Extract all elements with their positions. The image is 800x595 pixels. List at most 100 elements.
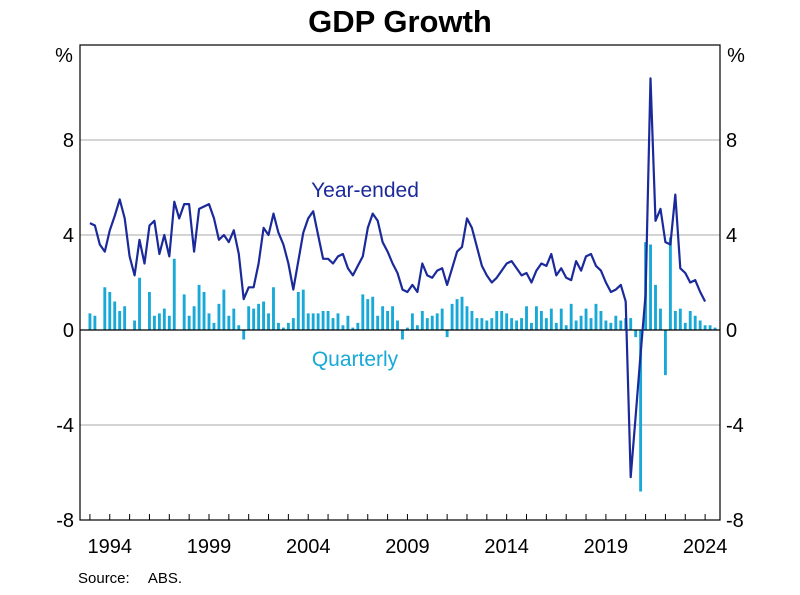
quarterly-bar (485, 320, 489, 330)
quarterly-bar (262, 301, 266, 330)
quarterly-bar (559, 308, 563, 330)
quarterly-bar (192, 306, 196, 330)
x-tick-label: 1999 (187, 536, 232, 558)
quarterly-bar (530, 322, 533, 330)
quarterly-bar (614, 315, 618, 330)
year-ended-series-label: Year-ended (311, 179, 419, 202)
quarterly-bar (683, 322, 687, 330)
quarterly-bar (430, 315, 434, 330)
quarterly-bar (505, 313, 509, 330)
source-value: ABS. (147, 570, 183, 587)
quarterly-bar (381, 306, 385, 330)
quarterly-bar (673, 311, 677, 330)
quarterly-bar (604, 320, 608, 330)
quarterly-bar (668, 237, 672, 330)
quarterly-bar (386, 311, 390, 330)
quarterly-bar (356, 322, 360, 330)
quarterly-bar (242, 330, 246, 340)
quarterly-bar (152, 315, 156, 330)
quarterly-bar (693, 315, 697, 330)
quarterly-bar (510, 318, 514, 330)
y-axis-unit-right: % (727, 45, 745, 67)
quarterly-bar (291, 318, 295, 330)
quarterly-bar (207, 313, 211, 330)
quarterly-bar (108, 292, 112, 330)
quarterly-bar (564, 325, 568, 330)
quarterly-bar (639, 330, 643, 492)
x-tick-label: 2024 (683, 536, 728, 558)
quarterly-bar (490, 318, 494, 330)
quarterly-bar (227, 315, 231, 330)
quarterly-bar (103, 287, 107, 330)
chart-title: GDP Growth (308, 4, 492, 39)
quarterly-bar (634, 330, 638, 338)
x-tick-label: 2019 (584, 536, 629, 558)
quarterly-bar (277, 322, 280, 330)
quarterly-bar (257, 303, 261, 330)
quarterly-bar (500, 311, 504, 330)
quarterly-bar (554, 322, 558, 330)
quarterly-bar (172, 258, 176, 330)
quarterly-bar (286, 322, 290, 330)
quarterly-bar (346, 315, 350, 330)
quarterly-bar (311, 313, 315, 330)
gridlines (80, 139, 720, 426)
quarterly-bar (688, 311, 692, 330)
quarterly-bar (455, 299, 459, 330)
y-tick-label-right: 8 (726, 130, 737, 152)
quarterly-bar (321, 311, 325, 330)
quarterly-bar (619, 320, 623, 330)
quarterly-bar (396, 320, 399, 330)
quarterly-bar (247, 306, 251, 330)
x-axis-labels: 1994 1999 2004 2009 2014 2019 2024 (88, 536, 728, 558)
quarterly-bar (361, 294, 365, 330)
plot-frame (79, 44, 721, 521)
quarterly-bar (425, 318, 429, 330)
quarterly-bar (406, 327, 409, 330)
quarterly-bar (415, 325, 419, 330)
quarterly-bar (296, 292, 300, 330)
y-tick-label-right: 0 (726, 320, 737, 342)
y-axis-unit-left: % (55, 45, 73, 67)
quarterly-bar (133, 320, 137, 330)
quarterly-bar (589, 318, 593, 330)
quarterly-bar (148, 292, 151, 330)
quarterly-bar (525, 306, 528, 330)
quarterly-bar (182, 294, 186, 330)
quarterly-bar (113, 301, 117, 330)
x-tick-label: 2004 (286, 536, 331, 558)
quarterly-bar (162, 308, 166, 330)
quarterly-bar (316, 313, 320, 330)
quarterly-bar (549, 308, 553, 330)
quarterly-bar (534, 306, 538, 330)
quarterly-bar (331, 318, 335, 330)
quarterly-bar (252, 308, 256, 330)
quarterly-bar (465, 306, 469, 330)
quarterly-bar (138, 277, 141, 330)
quarterly-bar (445, 330, 449, 338)
quarterly-bar (88, 313, 92, 330)
quarterly-bar (118, 311, 122, 330)
x-tick-label: 1994 (88, 536, 133, 558)
quarterly-bar (93, 315, 97, 330)
quarterly-bar (217, 303, 221, 330)
quarterly-bar (187, 315, 191, 330)
quarterly-bar (123, 306, 127, 330)
quarterly-bar (698, 320, 702, 330)
quarterly-bar (232, 308, 236, 330)
quarterly-bars (88, 237, 717, 492)
quarterly-bar (663, 330, 667, 376)
quarterly-bar (197, 284, 201, 330)
quarterly-bar (435, 313, 439, 330)
quarterly-bar (157, 313, 161, 330)
quarterly-bar (336, 313, 340, 330)
quarterly-bar (401, 330, 404, 340)
quarterly-bar (470, 311, 474, 330)
quarterly-bar (475, 318, 479, 330)
quarterly-bar (272, 287, 275, 330)
source-note: Source: ABS. (78, 570, 182, 587)
source-label: Source: (78, 570, 130, 587)
quarterly-bar (659, 308, 662, 330)
quarterly-bar (480, 318, 484, 330)
